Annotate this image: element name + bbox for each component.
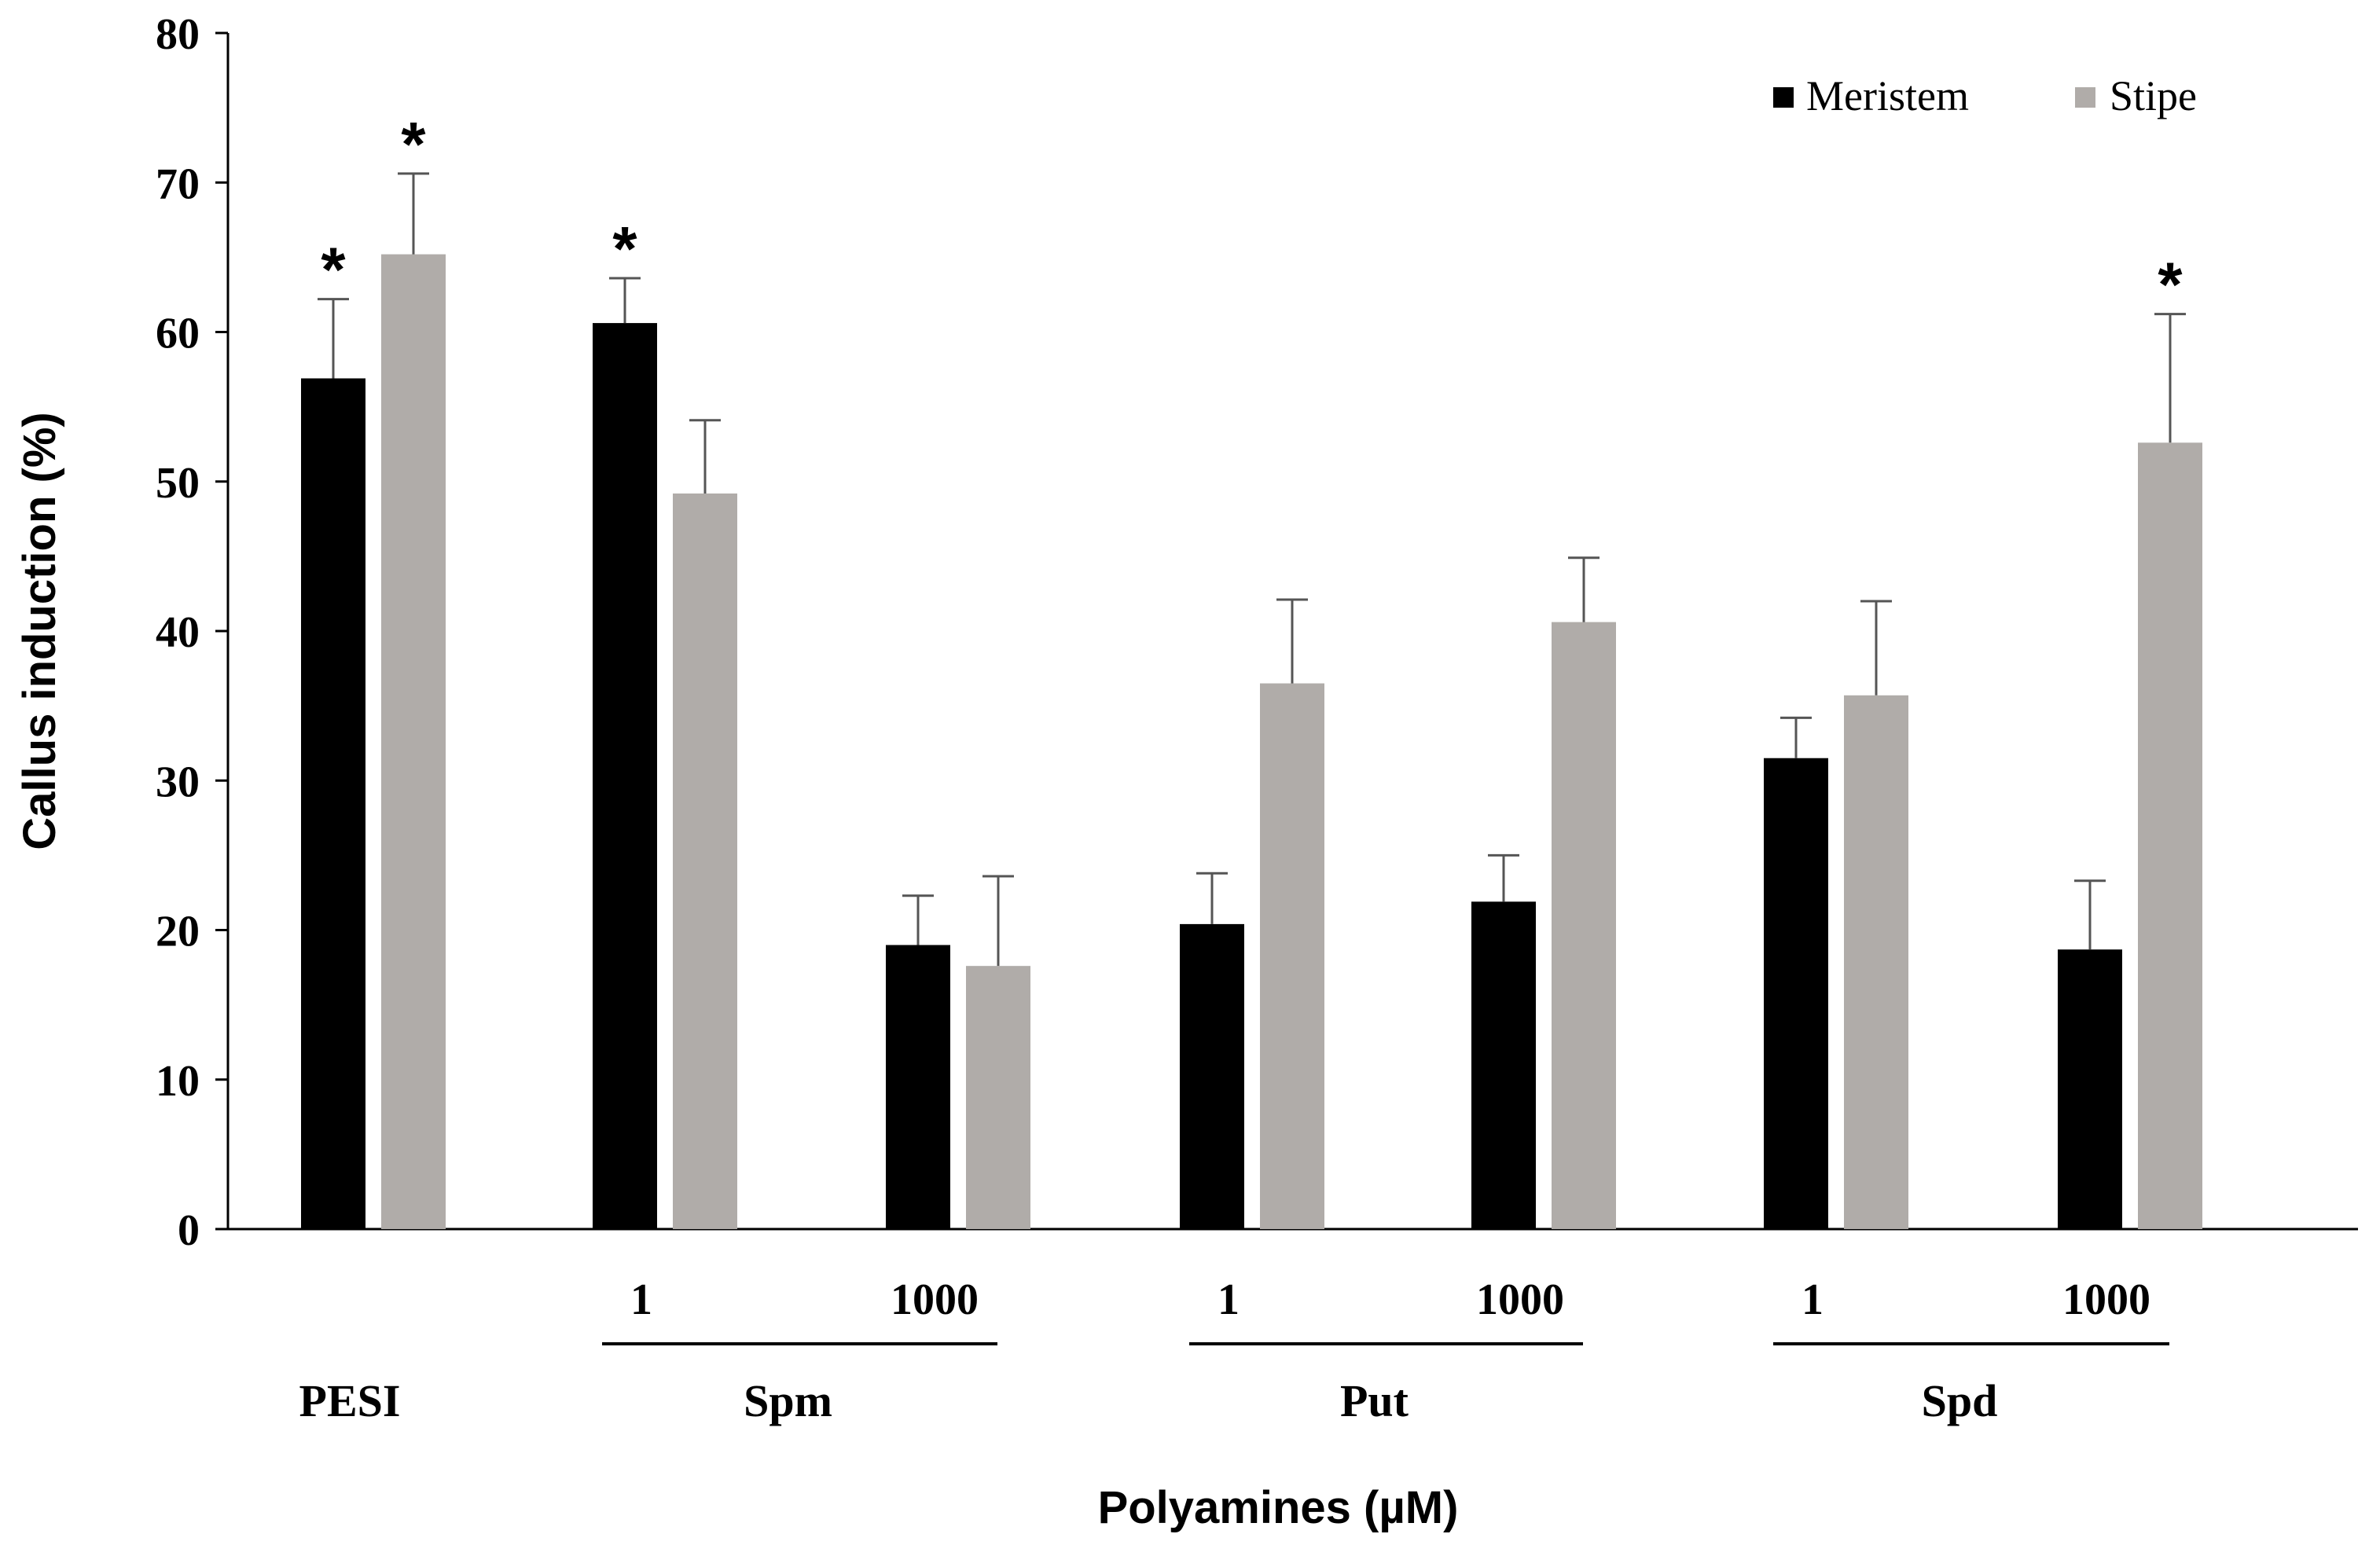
group-label-spd: Spd xyxy=(1922,1375,1998,1426)
significance-group: * * * * xyxy=(321,109,2183,320)
legend-label-stipe: Stipe xyxy=(2110,72,2197,119)
bar-group xyxy=(301,254,2202,1230)
group-label-pesi: PESI xyxy=(299,1375,401,1426)
bar-meristem-4 xyxy=(1471,901,1536,1229)
bar-stipe-1 xyxy=(673,493,737,1229)
y-tick-label-60: 60 xyxy=(156,310,200,358)
bar-meristem-0 xyxy=(301,378,365,1229)
bar-meristem-5 xyxy=(1764,758,1828,1229)
group-label-spm: Spm xyxy=(744,1375,832,1426)
legend-swatch-meristem xyxy=(1773,87,1794,108)
x-tick-label-2: 1000 xyxy=(891,1275,979,1324)
y-tick-label-30: 30 xyxy=(156,758,200,806)
significance-star-meristem-0: * xyxy=(321,235,346,305)
y-tick-label-50: 50 xyxy=(156,459,200,508)
significance-star-meristem-1: * xyxy=(612,214,637,284)
bar-meristem-2 xyxy=(886,945,950,1229)
y-tick-label-0: 0 xyxy=(178,1206,200,1255)
bar-stipe-3 xyxy=(1260,683,1324,1229)
legend-label-meristem: Meristem xyxy=(1806,72,1969,119)
x-tick-label-6: 1000 xyxy=(2062,1275,2150,1324)
bar-stipe-6 xyxy=(2138,442,2202,1229)
y-tick-group: 0 10 20 30 40 50 60 70 80 xyxy=(156,10,228,1255)
bar-stipe-2 xyxy=(966,966,1030,1229)
bar-meristem-1 xyxy=(593,323,657,1230)
bar-stipe-5 xyxy=(1844,695,1908,1229)
error-bar-group xyxy=(318,172,2186,967)
x-tick-label-3: 1 xyxy=(1218,1275,1240,1324)
x-tick-label-1: 1 xyxy=(630,1275,652,1324)
legend: Meristem Stipe xyxy=(1773,72,2197,119)
bar-stipe-0 xyxy=(381,254,446,1229)
x-axis-title: Polyamines (µM) xyxy=(1098,1482,1459,1533)
bar-stipe-4 xyxy=(1552,622,1616,1229)
x-label-group: 1 1000 1 1000 1 1000 PESI Spm Put Spd xyxy=(299,1275,2169,1426)
significance-star-stipe-6: * xyxy=(2158,250,2183,320)
y-axis-title: Callus induction (%) xyxy=(14,412,65,850)
y-tick-label-80: 80 xyxy=(156,10,200,59)
bar-meristem-6 xyxy=(2058,949,2122,1229)
x-tick-label-4: 1000 xyxy=(1476,1275,1564,1324)
significance-star-stipe-0: * xyxy=(401,109,426,179)
y-tick-label-10: 10 xyxy=(156,1057,200,1106)
x-tick-label-5: 1 xyxy=(1802,1275,1824,1324)
legend-swatch-stipe xyxy=(2075,87,2095,108)
y-tick-label-70: 70 xyxy=(156,160,200,208)
group-label-put: Put xyxy=(1340,1375,1409,1426)
y-tick-label-40: 40 xyxy=(156,608,200,657)
bar-meristem-3 xyxy=(1180,923,1244,1229)
y-tick-label-20: 20 xyxy=(156,908,200,956)
